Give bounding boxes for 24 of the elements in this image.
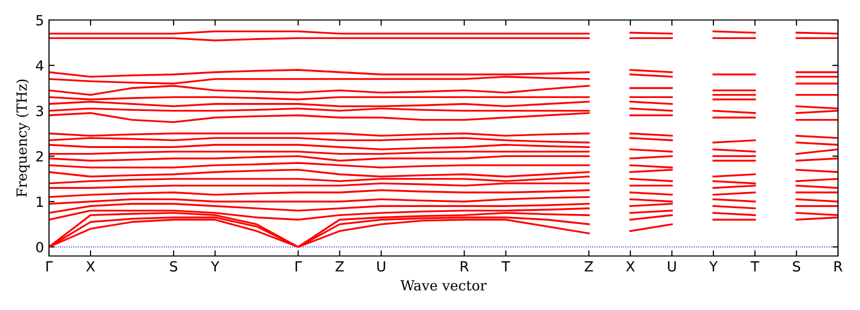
y-tick-label: 3 [36,106,44,116]
y-tick-label: 2 [36,151,43,162]
x-tick-label: Γ [46,261,53,272]
x-tick-label: T [502,261,510,272]
y-tick-label: 4 [36,60,44,71]
x-tick-label: Z [336,261,344,272]
x-tick-label: T [750,261,760,272]
y-tick-label: 0 [36,242,44,252]
x-tick-label: S [792,261,800,272]
y-tick-label: 1 [36,196,43,207]
x-tick-label: Y [210,261,220,272]
x-tick-label: Y [709,261,718,272]
x-tick-label: S [170,261,178,272]
x-tick-label: R [460,261,469,272]
x-tick-label: U [377,261,386,272]
x-tick-label: X [86,261,95,272]
x-tick-label: U [668,261,676,272]
y-tick-label: 5 [36,15,43,26]
x-axis-title: Wave vector [400,280,487,291]
x-tick-label: Z [584,261,593,272]
y-axis-title: Frequency (THz) [16,80,30,197]
x-tick-label: Γ [296,261,302,272]
x-tick-label: X [626,261,635,272]
x-tick-label: R [834,261,842,272]
